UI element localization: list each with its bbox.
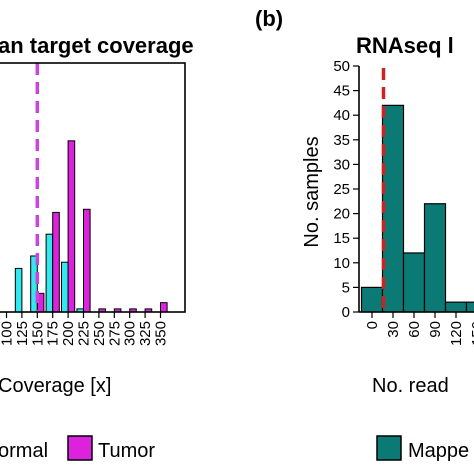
bar-mapped-0 [360,286,384,313]
bar-mapped-60 [402,252,426,313]
panel-b-title: RNAseq l [356,33,454,58]
bar-mapped-120 [444,301,468,313]
panel-a-x-axis-label: Coverage [x] [0,375,111,397]
x-tick-label: 225 [76,321,93,346]
y-tick-label: 10 [333,255,350,272]
x-tick-label: 250 [91,321,108,346]
x-tick-label: 200 [60,321,77,346]
bar-mapped-90 [423,203,447,313]
x-tick-label: 125 [14,321,31,346]
bar-tumor-225 [83,208,91,313]
x-tick-label: 0 [364,321,381,329]
panel-b-legend: Mappe [376,435,469,462]
bar-ormal-200 [61,261,69,313]
y-tick-label: 30 [333,156,350,173]
x-tick-label: 325 [137,321,154,346]
legend-swatch-mapped [376,435,402,461]
x-tick-label: 275 [106,321,123,346]
panel-b-x-axis-label: No. read [372,375,449,397]
y-tick-label: 35 [333,132,350,149]
panel-b-x-ticks: 0 30 60 90 120 150 [364,312,474,346]
panel-a-plot-frame [0,62,186,313]
panel-b-label: (b) [255,6,283,31]
bar-ormal-175 [45,233,54,313]
x-tick-label: 30 [385,321,402,338]
bar-tumor-350 [160,302,168,313]
bar-mapped-30 [381,104,405,313]
x-tick-label: 100 [0,321,16,346]
y-tick-label: 15 [333,230,350,247]
y-tick-label: 50 [333,58,350,75]
x-tick-label: 150 [29,321,46,346]
x-tick-label: 300 [122,321,139,346]
panel-b-bars [360,104,474,313]
panel-a-bars [14,140,168,313]
panel-b-axes [358,66,474,313]
x-tick-label: 350 [153,321,170,346]
panel-a-legend: ormal Tumor [0,435,155,462]
y-tick-label: 25 [333,181,350,198]
y-tick-label: 40 [333,107,350,124]
bar-tumor-200 [67,140,76,313]
panel-a: an target coverage 100125150175200225250… [0,33,194,397]
x-tick-label: 120 [448,321,465,346]
panel-b-y-axis-label: No. samples [301,136,323,247]
y-tick-label: 45 [333,83,350,100]
panel-b-y-ticks: 0 5 10 15 20 25 30 35 40 45 50 [333,58,359,321]
legend-swatch-tumor [67,435,93,461]
x-tick-label: 150 [469,321,474,346]
y-tick-label: 5 [342,279,350,296]
bar-mapped-150 [465,301,474,313]
bar-tumor-175 [52,211,60,313]
x-tick-label: 90 [427,321,444,338]
legend-label-mapped: Mappe [408,440,469,462]
panel-a-title: an target coverage [0,33,194,58]
y-tick-label: 0 [342,304,350,321]
x-tick-label: 60 [406,321,423,338]
bar-ormal-125 [14,267,23,313]
y-tick-label: 20 [333,206,350,223]
panel-b: (b) RNAseq l No. samples 0 5 10 15 20 25 30 35 4… [255,6,474,397]
x-tick-label: 175 [45,321,62,346]
legend-label-tumor: Tumor [98,440,155,462]
legend-label-normal: ormal [0,440,48,462]
